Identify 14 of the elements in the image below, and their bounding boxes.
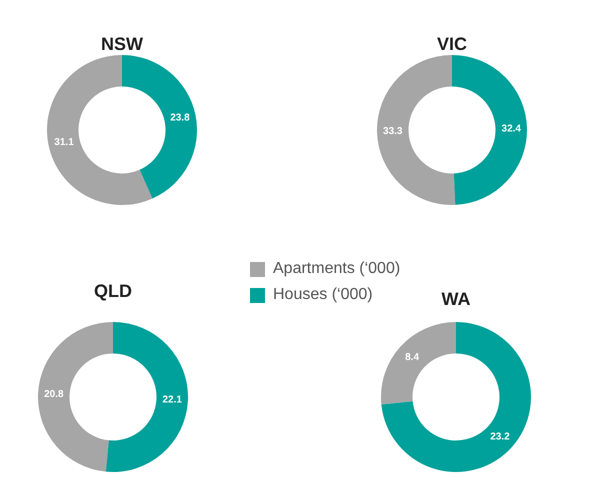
legend-label: Apartments (‘000) (273, 260, 400, 278)
data-label: 22.1 (162, 394, 182, 406)
data-label: 8.4 (405, 352, 420, 363)
data-label: 23.2 (490, 432, 510, 443)
data-label: 31.1 (54, 137, 74, 148)
chart-title: VIC (436, 34, 468, 55)
data-label: 33.3 (383, 126, 403, 138)
data-label: 23.8 (170, 112, 190, 124)
chart-title: WA (440, 289, 472, 310)
chart-title: QLD (93, 281, 133, 302)
data-label: 20.8 (44, 388, 64, 400)
chart-title: NSW (100, 34, 144, 55)
legend-label: Houses (‘000) (273, 286, 373, 304)
data-label: 32.4 (502, 123, 522, 134)
